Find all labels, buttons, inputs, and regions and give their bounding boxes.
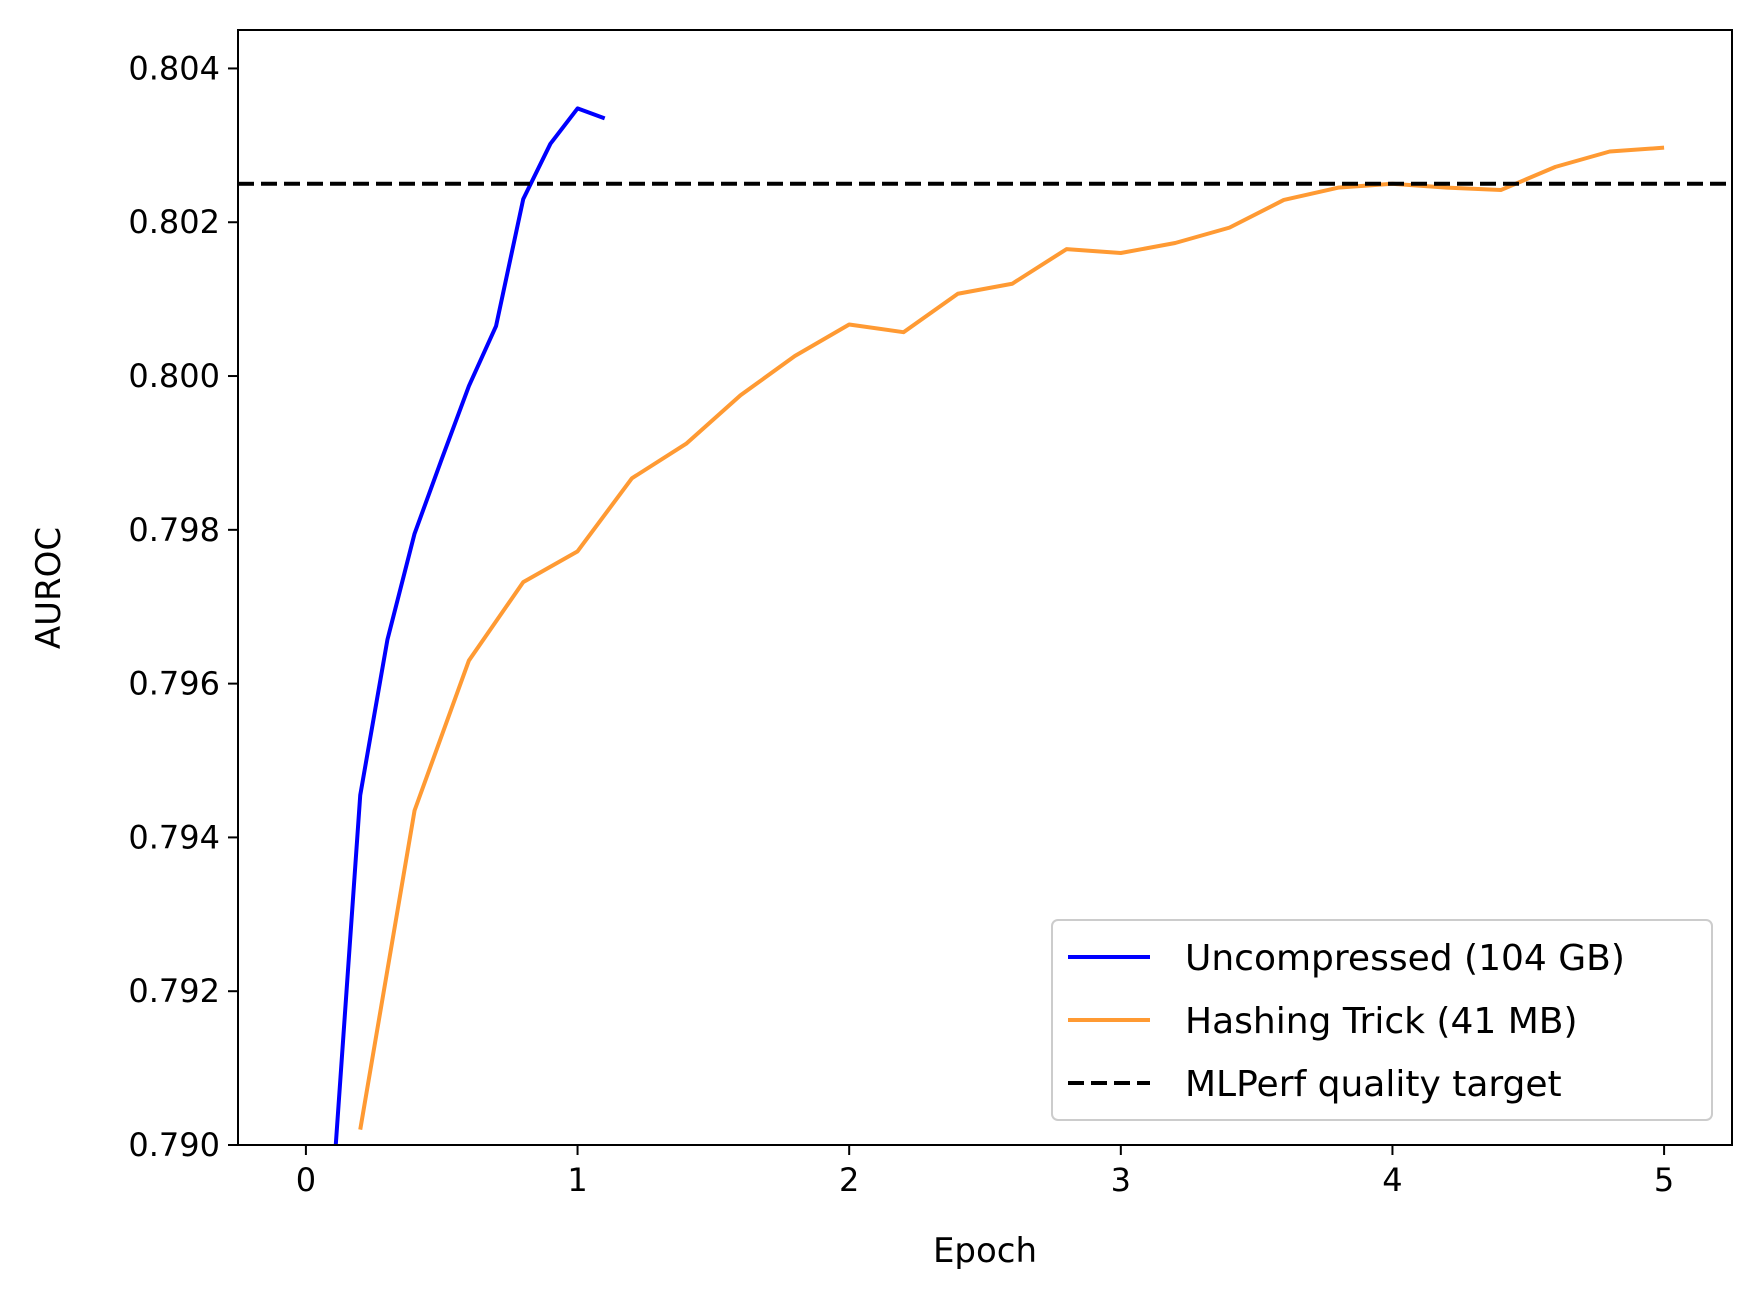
y-tick-label: 0.796 — [128, 665, 220, 703]
legend-box — [1051, 919, 1713, 1121]
x-tick-label: 4 — [1382, 1161, 1402, 1199]
series-line-1 — [358, 145, 1665, 1130]
x-axis: 0 1 2 3 4 5 — [296, 1145, 1674, 1199]
legend: Uncompressed (104 GB) Hashing Trick (41 M… — [1051, 919, 1713, 1121]
x-tick-label: 1 — [567, 1161, 587, 1199]
plot-frame — [237, 29, 1733, 1146]
legend-label-1: Hashing Trick (41 MB) — [1185, 1001, 1578, 1042]
x-axis-label: Epoch — [933, 1231, 1037, 1271]
x-tick-label: 3 — [1111, 1161, 1131, 1199]
y-tick-label: 0.802 — [128, 203, 220, 241]
y-tick-label: 0.790 — [128, 1126, 220, 1164]
y-axis: 0.790 0.792 0.794 0.796 0.798 0.800 0.802 0.804 — [128, 49, 238, 1164]
y-tick-label: 0.800 — [128, 357, 220, 395]
y-tick-label: 0.804 — [128, 49, 220, 87]
x-tick-label: 2 — [839, 1161, 859, 1199]
y-tick-label: 0.792 — [128, 972, 220, 1010]
legend-label-2: MLPerf quality target — [1185, 1064, 1562, 1105]
series-layer — [238, 106, 1732, 1145]
x-tick-label: 0 — [296, 1161, 316, 1199]
y-axis-label: AUROC — [29, 527, 69, 649]
legend-label-0: Uncompressed (104 GB) — [1185, 938, 1625, 979]
y-tick-label: 0.794 — [128, 818, 220, 856]
x-tick-label: 5 — [1654, 1161, 1674, 1199]
y-tick-label: 0.798 — [128, 511, 220, 549]
series-line-0 — [333, 106, 606, 1145]
